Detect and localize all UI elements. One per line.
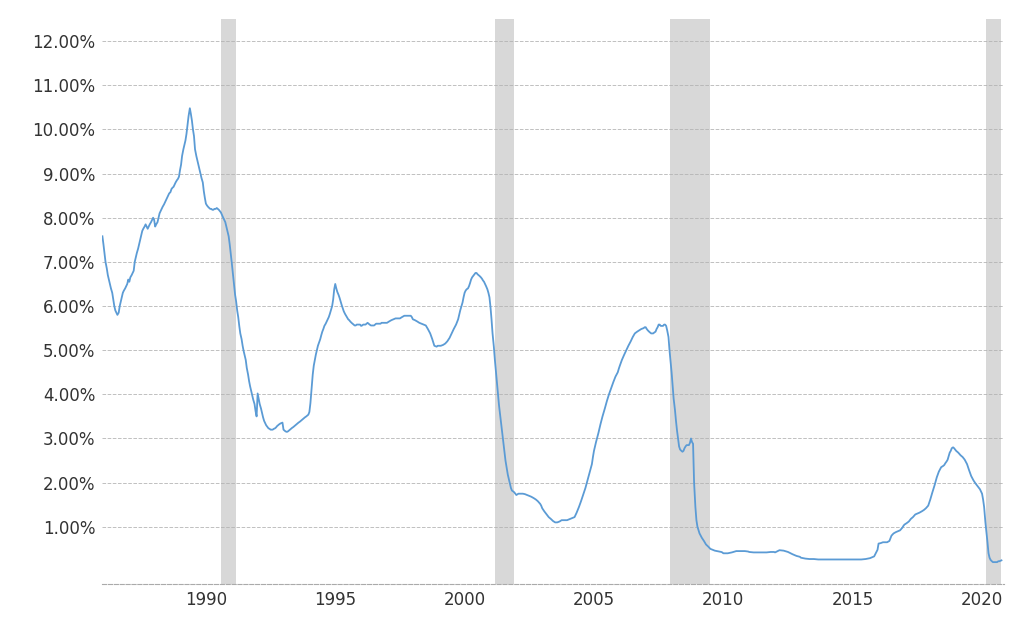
Bar (986, 19, 1001, 584)
Bar (495, 19, 514, 584)
Bar (221, 19, 237, 584)
Bar (670, 19, 711, 584)
